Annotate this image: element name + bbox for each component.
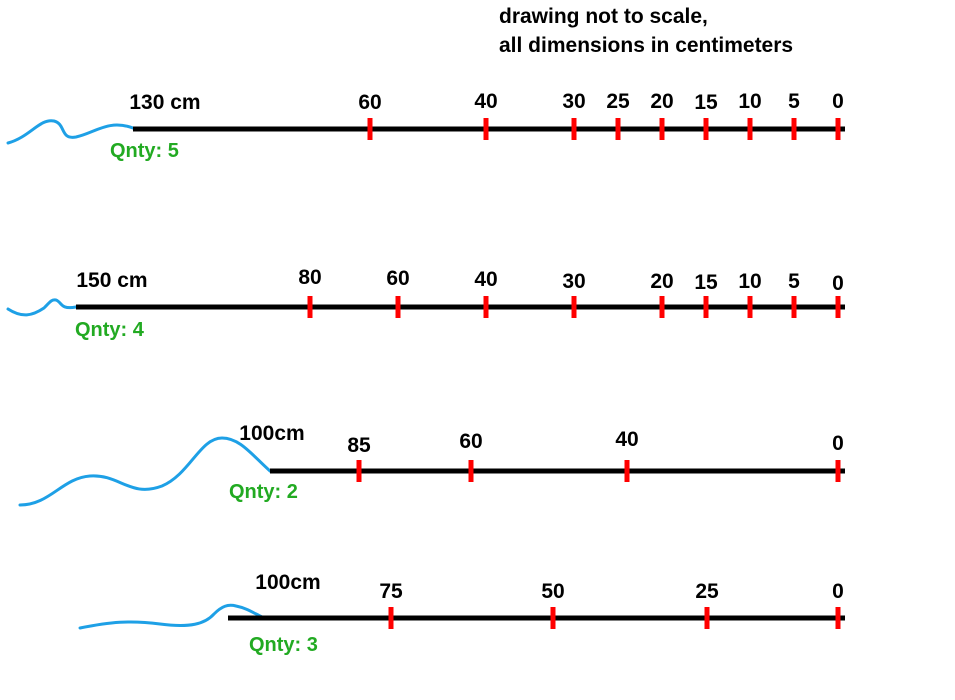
rope-3: 100cm Qnty: 2 85 60 40 0 — [18, 422, 845, 507]
tick-label-40: 40 — [615, 428, 638, 451]
tick-label-25: 25 — [606, 90, 630, 113]
tick-label-40: 40 — [474, 90, 497, 113]
tick-label-40: 40 — [474, 268, 497, 291]
tick-label-60: 60 — [358, 91, 381, 114]
rope-length-label: 130 cm — [129, 91, 200, 114]
rope-quantity-label: Qnty: 2 — [229, 481, 298, 503]
tick-label-0: 0 — [832, 580, 844, 603]
rope-quantity-label: Qnty: 4 — [75, 319, 145, 341]
tick-label-5: 5 — [788, 90, 800, 113]
rope-length-label: 100cm — [255, 571, 320, 594]
rope-loose-end — [6, 298, 78, 317]
tick-label-60: 60 — [459, 430, 482, 453]
rope-loose-end — [18, 436, 272, 507]
tick-label-10: 10 — [738, 270, 761, 293]
rope-1: 130 cm Qnty: 5 60 40 30 25 20 15 10 5 0 — [6, 90, 845, 162]
rope-loose-end — [6, 119, 135, 145]
tick-label-60: 60 — [386, 267, 409, 290]
tick-label-75: 75 — [379, 580, 403, 603]
tick-label-15: 15 — [694, 271, 718, 294]
rope-loose-end — [78, 603, 264, 630]
tick-label-80: 80 — [298, 266, 321, 289]
rope-2: 150 cm Qnty: 4 80 60 40 30 20 15 10 5 0 — [6, 266, 845, 341]
tick-label-50: 50 — [541, 580, 564, 603]
scale-note-line-2: all dimensions in centimeters — [499, 34, 794, 57]
tick-label-0: 0 — [832, 272, 844, 295]
tick-label-20: 20 — [650, 90, 673, 113]
rope-quantity-label: Qnty: 5 — [110, 140, 179, 162]
tick-label-15: 15 — [694, 91, 718, 114]
tick-label-30: 30 — [562, 270, 585, 293]
tick-label-10: 10 — [738, 90, 761, 113]
tick-label-0: 0 — [832, 432, 844, 455]
tick-label-25: 25 — [695, 580, 719, 603]
tick-label-20: 20 — [650, 270, 673, 293]
tick-label-85: 85 — [347, 434, 371, 457]
scale-note-line-1: drawing not to scale, — [499, 5, 708, 28]
tick-label-5: 5 — [788, 270, 800, 293]
rope-4: 100cm Qnty: 3 75 50 25 0 — [78, 571, 845, 656]
tick-label-0: 0 — [832, 90, 844, 113]
rope-length-label: 150 cm — [76, 269, 147, 292]
rope-quantity-label: Qnty: 3 — [249, 634, 318, 656]
scale-note: drawing not to scale, all dimensions in … — [499, 2, 793, 60]
rope-length-label: 100cm — [239, 422, 304, 445]
tick-label-30: 30 — [562, 90, 585, 113]
